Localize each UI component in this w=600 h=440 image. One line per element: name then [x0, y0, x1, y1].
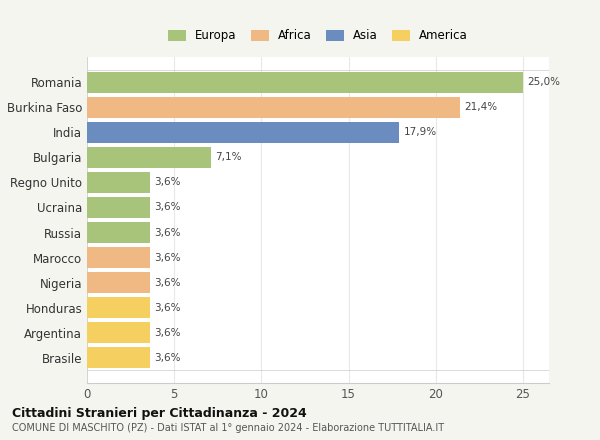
- Bar: [87, 172, 150, 193]
- Text: 3,6%: 3,6%: [154, 227, 181, 238]
- Text: 3,6%: 3,6%: [154, 177, 181, 187]
- Bar: [87, 297, 150, 318]
- Text: 21,4%: 21,4%: [464, 103, 497, 112]
- Text: 17,9%: 17,9%: [403, 127, 437, 137]
- Bar: [87, 97, 460, 117]
- Text: 3,6%: 3,6%: [154, 328, 181, 337]
- Text: 3,6%: 3,6%: [154, 202, 181, 213]
- Text: Cittadini Stranieri per Cittadinanza - 2024: Cittadini Stranieri per Cittadinanza - 2…: [12, 407, 307, 420]
- Text: 3,6%: 3,6%: [154, 303, 181, 313]
- Text: 3,6%: 3,6%: [154, 253, 181, 263]
- Text: 3,6%: 3,6%: [154, 353, 181, 363]
- Bar: [87, 222, 150, 243]
- Text: 7,1%: 7,1%: [215, 152, 242, 162]
- Text: COMUNE DI MASCHITO (PZ) - Dati ISTAT al 1° gennaio 2024 - Elaborazione TUTTITALI: COMUNE DI MASCHITO (PZ) - Dati ISTAT al …: [12, 423, 444, 433]
- Bar: [87, 272, 150, 293]
- Bar: [87, 323, 150, 343]
- Text: 25,0%: 25,0%: [527, 77, 560, 87]
- Bar: [87, 197, 150, 218]
- Bar: [87, 122, 399, 143]
- Text: 3,6%: 3,6%: [154, 278, 181, 288]
- Bar: [87, 247, 150, 268]
- Bar: [87, 348, 150, 368]
- Legend: Europa, Africa, Asia, America: Europa, Africa, Asia, America: [166, 27, 470, 45]
- Bar: [87, 72, 523, 92]
- Bar: [87, 147, 211, 168]
